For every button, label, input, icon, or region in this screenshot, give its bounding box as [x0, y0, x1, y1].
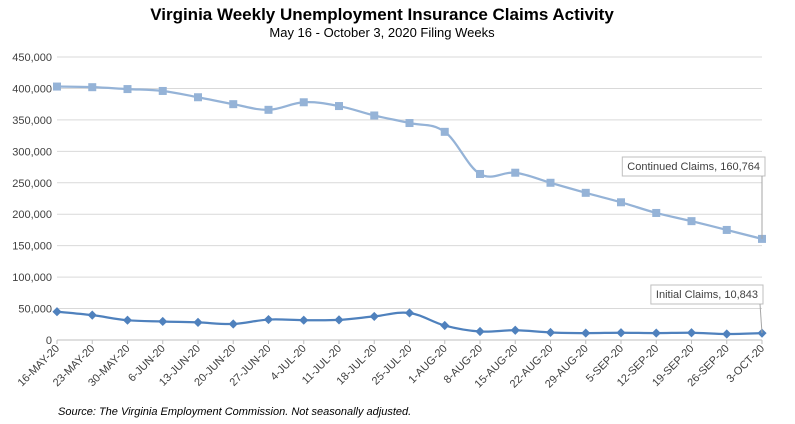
chart-subtitle: May 16 - October 3, 2020 Filing Weeks: [269, 25, 495, 40]
y-tick-label: 300,000: [12, 146, 52, 158]
initial-claims-marker: [686, 328, 697, 338]
continued-claims-marker: [617, 198, 625, 207]
initial-claims-marker: [651, 328, 661, 338]
y-tick-label: 0: [46, 335, 52, 347]
initial-claims-callout-leader: [759, 303, 763, 334]
continued-claims-callout-text: Continued Claims, 160,764: [627, 161, 760, 173]
continued-claims-marker: [194, 93, 202, 102]
y-tick-label: 400,000: [12, 83, 52, 95]
continued-claims-marker: [511, 168, 520, 177]
y-tick-label: 250,000: [12, 178, 52, 190]
chart-source-note: Source: The Virginia Employment Commissi…: [58, 406, 411, 418]
chart-title: Virginia Weekly Unemployment Insurance C…: [150, 5, 614, 24]
y-tick-label: 150,000: [12, 241, 52, 253]
y-tick-label: 50,000: [18, 304, 52, 316]
continued-claims-marker: [158, 86, 167, 95]
data-markers: [52, 82, 767, 339]
continued-claims-marker: [123, 85, 132, 94]
initial-claims-marker: [581, 328, 591, 338]
continued-claims-marker: [652, 208, 661, 217]
initial-claims-marker: [369, 311, 379, 322]
initial-claims-marker: [263, 314, 274, 325]
continued-claims-marker: [53, 82, 61, 91]
initial-claims-marker: [510, 325, 520, 335]
initial-claims-callout-text: Initial Claims, 10,843: [656, 289, 758, 301]
data-callouts: Continued Claims, 160,764 Initial Claims,…: [621, 156, 766, 334]
initial-claims-callout-box: [650, 284, 764, 305]
initial-claims-marker: [440, 320, 450, 331]
initial-claims-marker: [52, 307, 62, 317]
y-tick-label: 350,000: [12, 115, 52, 127]
y-tick-label: 450,000: [12, 52, 52, 64]
initial-claims-marker: [616, 328, 626, 338]
initial-claims-marker: [228, 319, 238, 329]
continued-claims-marker: [405, 119, 414, 128]
continued-claims-marker: [229, 100, 238, 109]
continued-claims-callout-box: [621, 156, 766, 177]
continued-claims-marker: [546, 178, 555, 187]
initial-claims-marker: [545, 327, 556, 338]
x-tick-label: 3-OCT-20: [724, 343, 767, 386]
continued-claims-marker: [476, 169, 484, 178]
continued-claims-marker: [299, 98, 308, 107]
gridlines: [57, 56, 762, 310]
initial-claims-marker: [404, 308, 415, 318]
initial-claims-marker: [122, 315, 133, 325]
continued-claims-marker: [722, 225, 731, 234]
initial-claims-marker: [158, 316, 168, 327]
continued-claims-marker: [581, 188, 590, 197]
initial-claims-marker: [299, 315, 309, 325]
initial-claims-marker: [334, 315, 344, 325]
continued-claims-marker: [88, 83, 97, 92]
continued-claims-marker: [264, 105, 273, 114]
y-tick-label: 100,000: [12, 272, 52, 284]
y-tick-label: 200,000: [12, 209, 52, 221]
initial-claims-marker: [193, 317, 203, 327]
continued-claims-marker: [440, 127, 449, 136]
initial-claims-marker: [87, 310, 97, 320]
initial-claims-marker: [475, 326, 485, 337]
initial-claims-marker: [722, 329, 732, 339]
continued-claims-marker: [687, 217, 696, 226]
axes: 0 50,000 100,000 150,000 200,000 250,000 300,0…: [12, 52, 767, 390]
continued-claims-marker: [335, 102, 343, 111]
continued-claims-marker: [370, 111, 379, 120]
